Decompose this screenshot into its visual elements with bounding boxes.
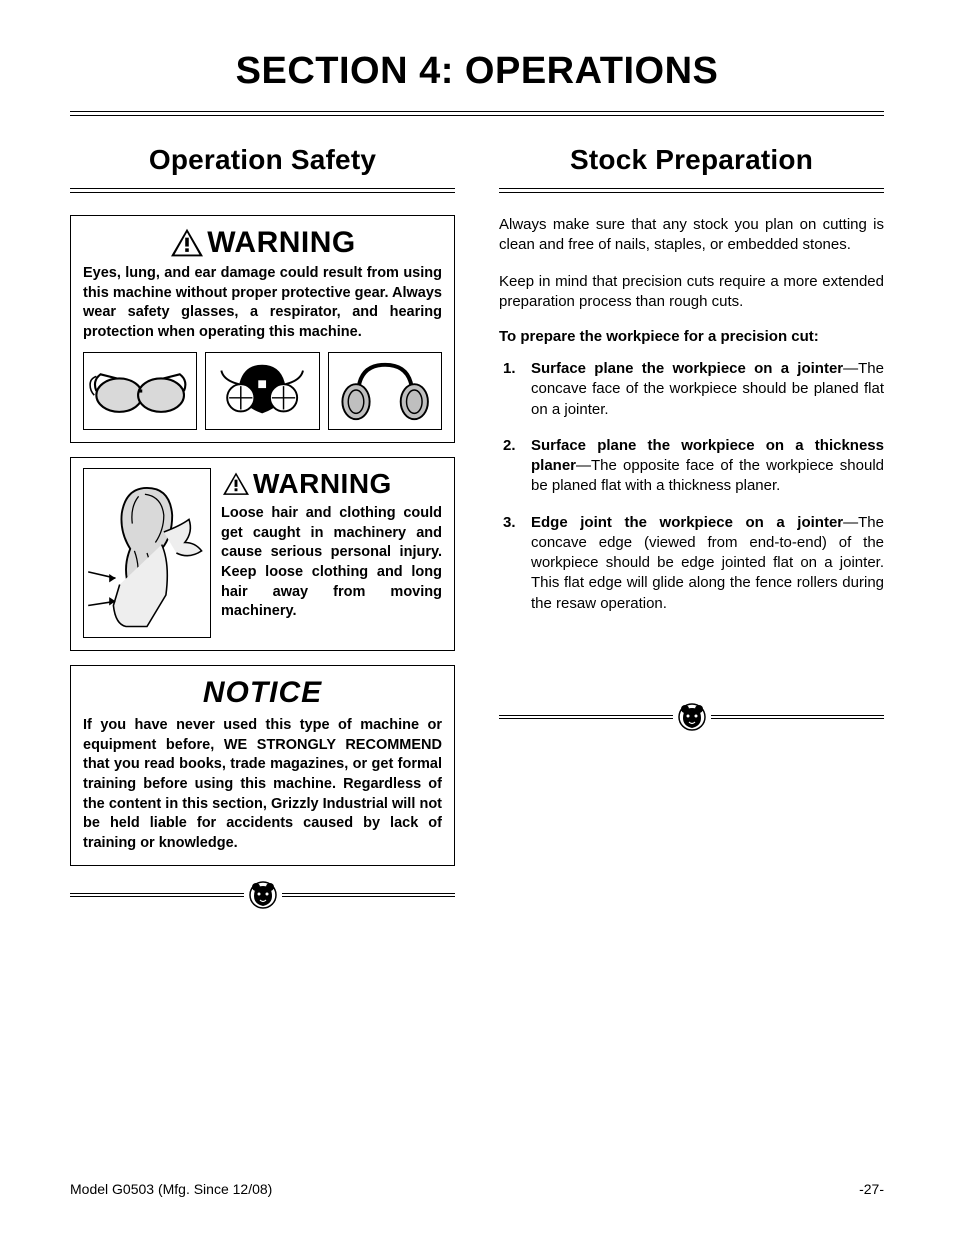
prep-step-3: Edge joint the workpiece on a jointer—Th… xyxy=(499,513,884,614)
warning-triangle-icon xyxy=(169,227,205,259)
left-sub-rule xyxy=(70,188,455,193)
warning-header: WARNING xyxy=(83,226,442,260)
warning-label: WARNING xyxy=(207,226,356,260)
warning-label-2: WARNING xyxy=(253,468,392,500)
warning-header-2: WARNING xyxy=(221,468,442,500)
title-rule xyxy=(70,111,884,116)
two-column-layout: Operation Safety WARNING Eyes, lung, and… xyxy=(70,144,884,922)
safety-glasses-icon xyxy=(83,352,197,430)
warning-ppe-text: Eyes, lung, and ear damage could result … xyxy=(83,264,442,342)
bear-divider-left xyxy=(70,880,455,910)
ear-protection-icon xyxy=(328,352,442,430)
notice-label: NOTICE xyxy=(83,676,442,710)
right-column: Stock Preparation Always make sure that … xyxy=(499,144,884,922)
warning-box-hair: WARNING Loose hair and clothing could ge… xyxy=(70,457,455,651)
bear-logo-icon xyxy=(248,880,278,910)
page-footer: Model G0503 (Mfg. Since 12/08) -27- xyxy=(70,1181,884,1197)
prep-steps-list: Surface plane the workpiece on a jointer… xyxy=(499,359,884,614)
loose-hair-illustration xyxy=(83,468,211,638)
operation-safety-heading: Operation Safety xyxy=(70,144,455,176)
footer-page-number: -27- xyxy=(859,1181,884,1197)
warning-triangle-icon xyxy=(221,471,251,497)
prep-step-1: Surface plane the workpiece on a jointer… xyxy=(499,359,884,420)
bear-divider-right xyxy=(499,702,884,732)
section-title: SECTION 4: OPERATIONS xyxy=(70,50,884,93)
right-sub-rule xyxy=(499,188,884,193)
ppe-icon-row xyxy=(83,352,442,430)
prep-step-2: Surface plane the workpiece on a thickne… xyxy=(499,436,884,497)
warning-hair-textblock: WARNING Loose hair and clothing could ge… xyxy=(211,468,442,638)
notice-box: NOTICE If you have never used this type … xyxy=(70,665,455,866)
warning-box-ppe: WARNING Eyes, lung, and ear damage could… xyxy=(70,215,455,443)
stock-paragraph-1: Always make sure that any stock you plan… xyxy=(499,215,884,256)
footer-model: Model G0503 (Mfg. Since 12/08) xyxy=(70,1181,272,1197)
bear-logo-icon xyxy=(677,702,707,732)
left-column: Operation Safety WARNING Eyes, lung, and… xyxy=(70,144,455,922)
respirator-icon xyxy=(205,352,319,430)
stock-paragraph-2: Keep in mind that precision cuts require… xyxy=(499,272,884,313)
notice-text: If you have never used this type of mach… xyxy=(83,716,442,853)
prep-steps-heading: To prepare the workpiece for a precision… xyxy=(499,328,884,345)
warning-hair-text: Loose hair and clothing could get caught… xyxy=(221,504,442,621)
stock-preparation-heading: Stock Preparation xyxy=(499,144,884,176)
